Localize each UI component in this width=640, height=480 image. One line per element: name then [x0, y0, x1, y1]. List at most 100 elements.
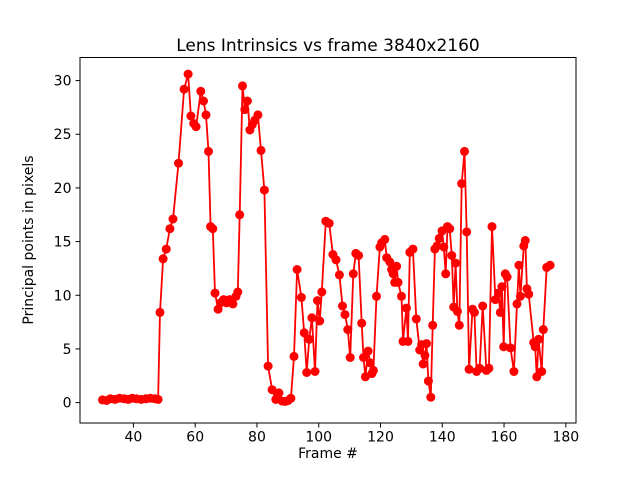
data-point-marker [331, 255, 341, 265]
data-point-marker [238, 81, 247, 91]
data-point-marker [299, 328, 309, 338]
data-point-marker [302, 368, 312, 377]
data-point-marker [201, 110, 211, 120]
data-point-marker [495, 307, 505, 317]
data-point-marker [310, 367, 320, 376]
data-point-marker [186, 111, 196, 121]
data-point-marker [401, 303, 411, 313]
data-point-marker [464, 364, 474, 374]
data-point-marker [204, 146, 213, 156]
y-tick-label: 5 [63, 342, 72, 358]
data-point-marker [313, 296, 322, 306]
data-point-marker [514, 260, 524, 270]
data-point-marker [233, 287, 243, 297]
data-point-marker [520, 236, 530, 245]
data-point-marker [537, 367, 547, 376]
chart-title: Lens Intrinsics vs frame 3840x2160 [176, 36, 480, 56]
data-point-marker [506, 343, 515, 353]
data-point-marker [469, 307, 479, 317]
data-point-marker [434, 233, 444, 243]
data-point-marker [340, 310, 350, 320]
data-point-marker [538, 325, 548, 335]
axes-frame [79, 57, 577, 424]
data-point-marker [515, 291, 525, 301]
data-point-marker [324, 218, 334, 228]
x-tick-label: 120 [367, 430, 394, 446]
data-point-marker [155, 307, 165, 317]
data-point-marker [497, 282, 507, 292]
data-point-marker [253, 110, 263, 120]
x-tick-label: 180 [552, 430, 579, 446]
data-point-marker [388, 269, 398, 279]
data-point-marker [363, 346, 373, 356]
data-point-marker [153, 394, 163, 404]
data-point-marker [304, 334, 314, 344]
data-point-marker [345, 353, 355, 362]
data-point-marker [191, 122, 201, 132]
data-point-marker [422, 339, 431, 349]
data-point-marker [524, 289, 534, 299]
data-point-marker [174, 158, 183, 168]
data-point-marker [499, 342, 509, 352]
y-tick-label: 0 [63, 396, 72, 412]
data-point-marker [168, 214, 178, 224]
data-point-marker [179, 84, 189, 94]
x-tick-label: 60 [186, 430, 204, 446]
axes-background [80, 57, 576, 423]
y-tick-label: 10 [54, 288, 72, 304]
y-tick-label: 20 [54, 181, 72, 197]
data-point-marker [439, 242, 449, 252]
data-point-marker [338, 301, 347, 311]
data-point-marker [256, 145, 266, 155]
data-point-marker [393, 277, 403, 287]
data-point-marker [158, 254, 168, 264]
data-point-marker [462, 227, 472, 237]
data-point-marker [274, 388, 284, 398]
data-point-marker [441, 269, 451, 279]
data-point-marker [354, 251, 364, 260]
data-point-marker [457, 179, 467, 189]
data-point-marker [372, 291, 381, 301]
data-point-marker [385, 257, 395, 267]
data-point-marker [348, 269, 358, 279]
data-point-marker [530, 342, 540, 352]
data-point-marker [411, 314, 421, 324]
y-tick-label: 25 [54, 127, 72, 143]
data-point-marker [397, 291, 406, 301]
data-point-marker [380, 234, 390, 244]
data-point-marker [478, 301, 488, 311]
data-point-marker [487, 222, 497, 232]
data-point-marker [426, 392, 436, 402]
x-tick-label: 100 [305, 430, 332, 446]
data-point-marker [296, 292, 306, 302]
data-point-marker [502, 272, 512, 282]
data-point-marker [484, 363, 494, 373]
x-tick-label: 80 [248, 430, 266, 446]
data-point-marker [359, 353, 368, 362]
data-point-marker [235, 210, 245, 220]
data-point-marker [368, 365, 378, 375]
data-point-marker [460, 146, 469, 156]
y-tick-label: 30 [54, 74, 72, 90]
data-point-marker [334, 270, 344, 280]
data-point-marker [534, 334, 544, 344]
data-point-marker [183, 69, 193, 79]
data-point-marker [286, 393, 296, 403]
data-point-marker [357, 318, 367, 328]
data-point-marker [451, 258, 461, 268]
data-point-marker [452, 306, 462, 316]
data-point-marker [343, 325, 353, 335]
data-point-marker [445, 224, 455, 234]
x-tick-label: 160 [491, 430, 518, 446]
data-point-marker [267, 385, 277, 395]
data-point-marker [418, 359, 428, 369]
data-point-marker [210, 288, 220, 298]
data-point-marker [289, 351, 299, 361]
data-point-marker [365, 358, 375, 368]
data-point-marker [161, 244, 171, 254]
x-tick-label: 140 [429, 430, 456, 446]
x-axis-label: Frame # [298, 446, 358, 462]
data-point-marker [392, 261, 402, 271]
y-axis-label: Principal points in pixels [21, 155, 37, 325]
